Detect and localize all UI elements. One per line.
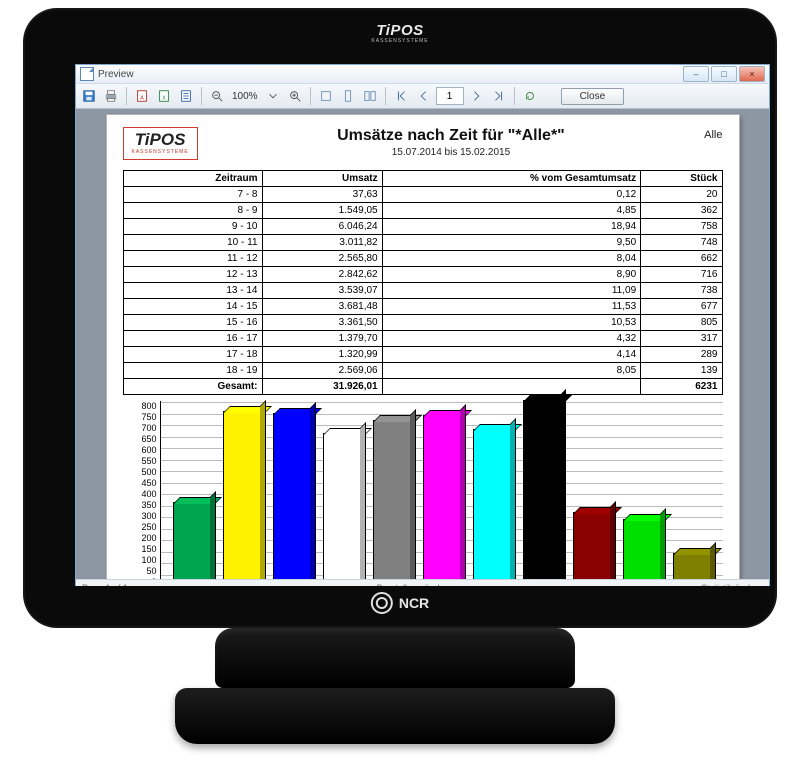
report-page: TiPOS KASSENSYSTEME Umsätze nach Zeit fü… xyxy=(107,115,739,579)
table-row: 15 - 163.361,5010,53805 xyxy=(123,315,722,331)
preview-viewport[interactable]: TiPOS KASSENSYSTEME Umsätze nach Zeit fü… xyxy=(75,109,770,579)
chart-bar xyxy=(273,413,311,579)
two-pages-icon[interactable] xyxy=(361,87,379,105)
next-page-icon[interactable] xyxy=(468,87,486,105)
zoom-out-icon[interactable] xyxy=(208,87,226,105)
table-header: Stück xyxy=(641,171,722,187)
report-table: ZeitraumUmsatz% vom GesamtumsatzStück 7 … xyxy=(123,170,723,395)
export-doc-icon[interactable] xyxy=(177,87,195,105)
chart-bar xyxy=(423,415,461,579)
report-title: Umsätze nach Zeit für "*Alle*" xyxy=(198,127,704,145)
page-width-icon[interactable] xyxy=(317,87,335,105)
status-mid: Darstellung ändern xyxy=(376,583,452,586)
window-close-button[interactable]: × xyxy=(739,66,765,82)
table-row: 10 - 113.011,829,50748 xyxy=(123,235,722,251)
export-pdf-icon[interactable]: A xyxy=(133,87,151,105)
chart-plot-area xyxy=(160,401,723,579)
report-scope: Alle xyxy=(704,127,722,141)
table-row: 14 - 153.681,4811,53677 xyxy=(123,299,722,315)
zoom-level[interactable]: 100% xyxy=(230,91,260,102)
chart-bar xyxy=(623,519,661,579)
screen: Preview – □ × A X 100% xyxy=(75,64,770,586)
monitor-top-logo: TiPOS KASSENSYSTEME xyxy=(371,22,428,44)
window-maximize-button[interactable]: □ xyxy=(711,66,737,82)
print-icon[interactable] xyxy=(102,87,120,105)
table-row: 18 - 192.569,068,05139 xyxy=(123,363,722,379)
table-header: Umsatz xyxy=(262,171,382,187)
report-logo-text: TiPOS xyxy=(135,130,186,149)
table-row: 16 - 171.379,704,32317 xyxy=(123,331,722,347)
export-excel-icon[interactable]: X xyxy=(155,87,173,105)
table-row: 13 - 143.539,0711,09738 xyxy=(123,283,722,299)
report-logo-sub: KASSENSYSTEME xyxy=(132,149,189,155)
bar-chart: 8007507006506005505004504003503002502001… xyxy=(123,401,723,579)
table-row: 17 - 181.320,994,14289 xyxy=(123,347,722,363)
status-page: Page 1 of 1 xyxy=(82,583,128,586)
window-minimize-button[interactable]: – xyxy=(683,66,709,82)
table-row: 8 - 91.549,054,85362 xyxy=(123,203,722,219)
zoom-in-icon[interactable] xyxy=(286,87,304,105)
report-date-range: 15.07.2014 bis 15.02.2015 xyxy=(198,147,704,158)
chart-bar xyxy=(523,400,561,579)
table-row: 11 - 122.565,808,04662 xyxy=(123,251,722,267)
status-bar: Page 1 of 1 Darstellung ändern Statistik… xyxy=(75,579,770,586)
table-row: 9 - 106.046,2418,94758 xyxy=(123,219,722,235)
ncr-text: NCR xyxy=(399,595,429,611)
zoom-dropdown-icon[interactable] xyxy=(264,87,282,105)
monitor-stand-neck xyxy=(215,628,575,688)
table-row: 7 - 837,630,1220 xyxy=(123,187,722,203)
status-right: Statistik ändern xyxy=(701,583,763,586)
chart-bar xyxy=(323,433,361,579)
chart-bar xyxy=(573,512,611,579)
toolbar: A X 100% Close xyxy=(75,83,770,109)
svg-text:A: A xyxy=(140,96,144,102)
table-header: % vom Gesamtumsatz xyxy=(382,171,641,187)
ncr-icon xyxy=(371,592,393,614)
table-total-row: Gesamt:31.926,016231 xyxy=(123,379,722,395)
save-icon[interactable] xyxy=(80,87,98,105)
window-title: Preview xyxy=(98,69,134,80)
monitor-bottom-logo: NCR xyxy=(371,592,429,614)
monitor-logo-text: TiPOS xyxy=(376,22,423,39)
table-header: Zeitraum xyxy=(123,171,262,187)
close-button[interactable]: Close xyxy=(561,88,625,105)
chart-bar xyxy=(173,502,211,579)
page-number-input[interactable] xyxy=(436,87,464,105)
chart-bar xyxy=(223,411,261,579)
table-row: 12 - 132.842,628,90716 xyxy=(123,267,722,283)
window-titlebar: Preview – □ × xyxy=(75,64,770,83)
first-page-icon[interactable] xyxy=(392,87,410,105)
report-logo: TiPOS KASSENSYSTEME xyxy=(123,127,198,160)
svg-text:X: X xyxy=(162,96,166,102)
chart-bar xyxy=(373,420,411,579)
whole-page-icon[interactable] xyxy=(339,87,357,105)
monitor-logo-sub: KASSENSYSTEME xyxy=(371,38,428,44)
monitor-stand-base xyxy=(175,688,615,744)
chart-bar xyxy=(473,429,511,579)
last-page-icon[interactable] xyxy=(490,87,508,105)
refresh-icon[interactable] xyxy=(521,87,539,105)
chart-y-axis: 8007507006506005505004504003503002502001… xyxy=(123,401,160,579)
monitor-bezel: TiPOS KASSENSYSTEME Preview – □ × xyxy=(23,8,777,628)
chart-bar xyxy=(673,553,711,579)
document-icon xyxy=(80,67,94,81)
prev-page-icon[interactable] xyxy=(414,87,432,105)
